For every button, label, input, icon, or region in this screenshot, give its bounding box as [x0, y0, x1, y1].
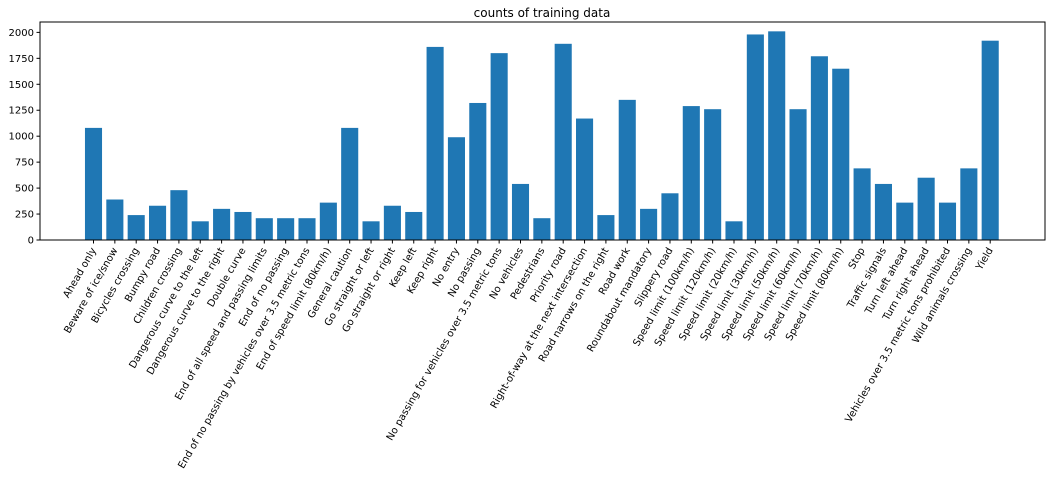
bar — [255, 218, 273, 240]
bar — [106, 199, 124, 240]
plot-frame — [39, 21, 1046, 241]
bar — [383, 205, 401, 240]
bar — [832, 68, 850, 241]
bar — [170, 190, 188, 240]
bar — [618, 99, 636, 240]
bar — [191, 221, 209, 240]
y-axis: 0 250 500 750 1000 1250 1500 1750 2000 — [9, 28, 40, 247]
bar — [682, 106, 700, 240]
bar — [661, 193, 679, 240]
y-tick-label: 500 — [15, 184, 34, 195]
bar — [704, 109, 722, 240]
y-tick-label: 750 — [15, 158, 34, 169]
bar — [447, 137, 465, 240]
bar — [597, 215, 615, 240]
y-tick-label: 2000 — [9, 28, 34, 39]
bar — [853, 168, 871, 240]
bar — [874, 183, 892, 240]
bar — [127, 215, 145, 240]
bar — [426, 46, 444, 240]
bar — [533, 218, 551, 240]
bar — [469, 102, 487, 240]
bar — [362, 221, 380, 240]
bar — [405, 211, 423, 240]
bar — [746, 34, 764, 241]
bar — [938, 202, 957, 240]
y-tick-label: 250 — [15, 210, 34, 221]
y-tick-label: 1500 — [9, 80, 34, 91]
bar — [640, 208, 658, 240]
bar — [554, 43, 572, 240]
bar — [234, 211, 252, 240]
y-tick-label: 1250 — [9, 106, 34, 117]
bar — [490, 53, 508, 240]
x-tick-label: Yield — [974, 246, 996, 273]
x-tick-label: Vehicles over 3.5 metric tons prohibited — [844, 246, 953, 425]
bar — [789, 109, 807, 240]
y-tick-label: 1000 — [9, 132, 34, 143]
y-tick-label: 1750 — [9, 54, 34, 65]
bars-layer — [84, 31, 999, 241]
bar — [917, 177, 935, 240]
bar — [981, 40, 999, 240]
chart-title: counts of training data — [474, 6, 611, 20]
bar — [149, 205, 167, 240]
bar — [213, 208, 231, 240]
bar — [725, 221, 743, 240]
bar — [576, 118, 594, 240]
bar — [298, 218, 316, 240]
y-tick-label: 0 — [28, 236, 34, 247]
bar — [810, 56, 828, 241]
bar — [341, 127, 359, 240]
bar — [960, 168, 978, 240]
bar — [84, 127, 103, 240]
bar — [896, 202, 914, 240]
x-tick-label: Stop — [847, 246, 868, 271]
bar — [511, 183, 530, 240]
bar — [319, 202, 337, 240]
bar — [277, 218, 295, 240]
bar — [768, 31, 786, 241]
